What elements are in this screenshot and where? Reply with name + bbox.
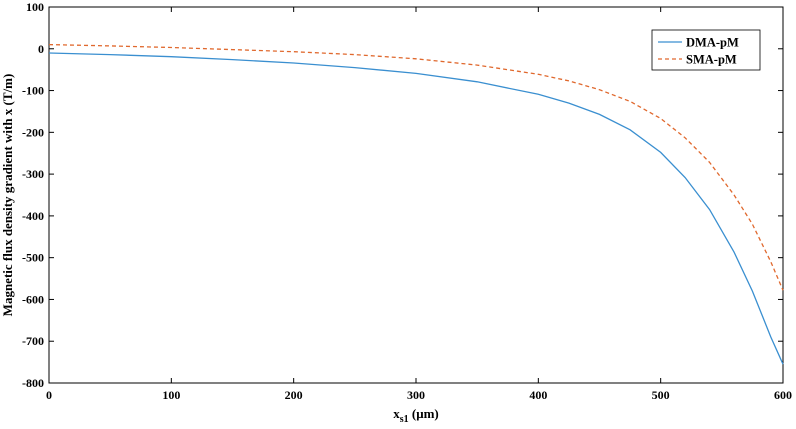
x-tick-label: 400 bbox=[529, 388, 547, 402]
y-tick-label: -500 bbox=[22, 251, 44, 265]
y-tick-label: 100 bbox=[26, 0, 44, 14]
legend: DMA-pM SMA-pM bbox=[651, 29, 761, 71]
x-tick-label: 500 bbox=[652, 388, 670, 402]
y-tick-label: -800 bbox=[22, 376, 44, 390]
y-tick-label: -300 bbox=[22, 167, 44, 181]
x-axis-title: xs1 (μm) bbox=[393, 406, 439, 425]
x-tick-label: 200 bbox=[285, 388, 303, 402]
x-axis-title-subscript: s1 bbox=[400, 414, 409, 425]
x-tick-label: 100 bbox=[162, 388, 180, 402]
y-tick-label: -700 bbox=[22, 334, 44, 348]
x-tick-label: 0 bbox=[46, 388, 52, 402]
y-tick-label: -200 bbox=[22, 125, 44, 139]
x-axis-title-main: x bbox=[393, 406, 400, 421]
y-tick-label: -100 bbox=[22, 84, 44, 98]
legend-label: DMA-pM bbox=[686, 36, 739, 50]
series-line-dma-pm bbox=[48, 52, 784, 365]
x-axis-title-unit: (μm) bbox=[409, 406, 439, 421]
y-tick-label: -400 bbox=[22, 209, 44, 223]
y-tick-label: -600 bbox=[22, 292, 44, 306]
series-line-sma-pm bbox=[48, 43, 784, 291]
x-tick-label: 600 bbox=[774, 388, 792, 402]
series-group bbox=[48, 43, 784, 365]
y-tick-label: 0 bbox=[38, 42, 44, 56]
ticks-group: 0 100 200 300 400 500 600 100 0 -100 -200 -300 -400 -… bbox=[22, 0, 792, 402]
legend-box bbox=[651, 29, 761, 71]
x-tick-label: 300 bbox=[407, 388, 425, 402]
y-axis-title: Magnetic flux density gradient with x (T… bbox=[0, 74, 15, 317]
legend-label: SMA-pM bbox=[686, 53, 737, 67]
